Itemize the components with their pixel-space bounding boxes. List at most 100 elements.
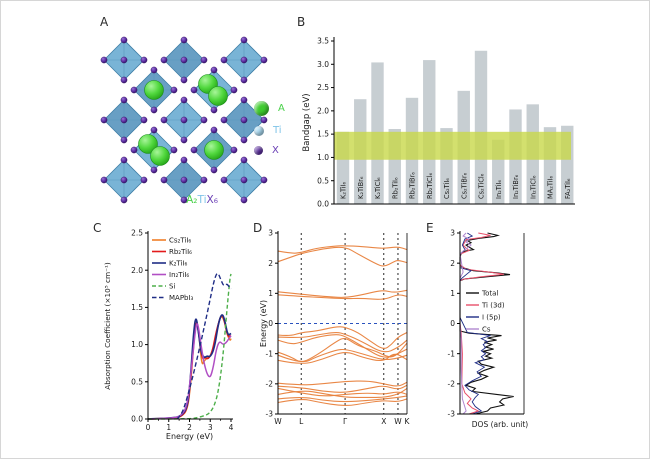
crystal-legend-item: A: [254, 101, 314, 116]
band-13: [277, 387, 408, 398]
k-point-label: W: [394, 417, 402, 426]
band-3: [277, 294, 408, 300]
x-atom: [170, 146, 178, 154]
x-atom: [210, 166, 218, 174]
x-tick-label: 4: [229, 423, 234, 432]
octahedron: [160, 156, 208, 204]
x-atom: [140, 116, 148, 124]
k-point-label: W: [274, 417, 282, 426]
x-atom: [150, 66, 158, 74]
x-atom: [240, 76, 248, 84]
x-atom: [190, 86, 198, 94]
crystal-legend: A Ti X: [254, 101, 314, 165]
x-atom: [140, 56, 148, 64]
y-tick-label: 0.5: [317, 176, 329, 185]
y-tick-label: 1.5: [317, 130, 329, 139]
y-tick-label: -3: [448, 410, 456, 419]
octahedron: [220, 36, 268, 84]
x-atom: [160, 56, 168, 64]
legend-label: Si: [169, 283, 175, 291]
octahedron: [100, 96, 148, 144]
x-axis-label: DOS (arb. unit): [472, 420, 528, 429]
y-tick-label: 0.5: [131, 377, 143, 386]
y-tick-label: 1.0: [317, 153, 329, 162]
x-atom: [100, 116, 108, 124]
y-tick-label: 1.0: [131, 340, 143, 349]
y-tick-label: -2: [266, 379, 274, 388]
legend-label: Cs₂TiI₆: [169, 237, 191, 245]
x-atom: [240, 116, 248, 124]
band-5: [277, 332, 408, 353]
x-atom: [210, 126, 218, 134]
y-tick-label: 3.0: [317, 60, 329, 69]
x-atom-swatch: [254, 146, 263, 155]
y-tick-label: 2.5: [131, 229, 143, 238]
y-tick-label: 3: [450, 229, 455, 238]
bar-label-4: Rb₂TiBr₆: [409, 172, 417, 199]
crystal-legend-item: X: [254, 145, 314, 156]
series-K₂TiI₆: [147, 314, 232, 420]
x-atom: [210, 106, 218, 114]
bar-label-10: In₂TiBr₆: [512, 174, 520, 199]
a-site-atom: [144, 80, 164, 100]
ti-atom-swatch: [254, 125, 264, 136]
k-point-label: L: [299, 417, 304, 426]
x-atom: [260, 56, 268, 64]
bar-label-3: Rb₂TiI₆: [391, 177, 399, 199]
x-tick-label: 3: [208, 423, 213, 432]
panel-label-e: E: [426, 221, 434, 235]
band-8: [277, 348, 408, 363]
x-atom: [240, 56, 248, 64]
x-atom: [220, 56, 228, 64]
band-11: [277, 384, 408, 393]
x-atom: [240, 96, 248, 104]
ideal-bandgap-band: [334, 131, 571, 160]
x-atom: [150, 126, 158, 134]
x-atom: [120, 156, 128, 164]
x-atom: [260, 176, 268, 184]
x-atom: [120, 96, 128, 104]
x-atom: [150, 106, 158, 114]
x-atom: [220, 116, 228, 124]
legend-label: Cs: [482, 326, 491, 334]
x-atom: [130, 146, 138, 154]
x-atom: [120, 36, 128, 44]
k-point-label: Γ: [343, 417, 348, 426]
x-atom: [170, 86, 178, 94]
k-point-label: X: [381, 417, 386, 426]
bar-label-6: Cs₂TiI₆: [443, 178, 451, 199]
x-atom: [180, 116, 188, 124]
a-site-atom: [208, 86, 228, 106]
x-atom: [240, 136, 248, 144]
series-Rb₂TiI₆: [147, 314, 232, 420]
y-tick-label: 3: [268, 229, 273, 238]
bar-8: [474, 50, 488, 204]
a-site-atom: [138, 134, 158, 154]
x-atom: [120, 196, 128, 204]
dos-series-Ti (3d): [459, 232, 504, 415]
y-tick-label: 3.5: [317, 37, 329, 46]
octahedron: [220, 156, 268, 204]
x-atom: [140, 176, 148, 184]
x-atom: [230, 146, 238, 154]
x-atom: [200, 176, 208, 184]
band-14: [277, 395, 408, 403]
bar-label-5: Rb₂TiCl₆: [426, 172, 434, 199]
legend-label: MAPbI₃: [169, 294, 194, 302]
band-1: [277, 246, 408, 267]
bar-label-12: MA₂TiI₆: [547, 176, 555, 199]
x-atom: [180, 76, 188, 84]
x-atom: [240, 196, 248, 204]
crystal-legend-item: Ti: [254, 125, 314, 136]
bar-label-13: FA₂TiI₆: [564, 178, 572, 199]
bar-label-0: K₂TiI₆: [340, 181, 348, 199]
x-atom: [120, 116, 128, 124]
y-tick-label: 1: [268, 289, 273, 298]
y-tick-label: -2: [448, 379, 456, 388]
y-tick-label: 2.5: [317, 83, 329, 92]
x-atom: [240, 156, 248, 164]
bar-label-7: Cs₂TiBr₆: [460, 172, 468, 199]
bandgap-bar-chart: K₂TiI₆ K₂TiBr₆ K₂TiCl₆ Rb₂TiI₆ Rb₂TiBr₆ Rb₂Ti…: [302, 37, 575, 209]
x-atom: [120, 76, 128, 84]
octahedron: [160, 36, 208, 84]
